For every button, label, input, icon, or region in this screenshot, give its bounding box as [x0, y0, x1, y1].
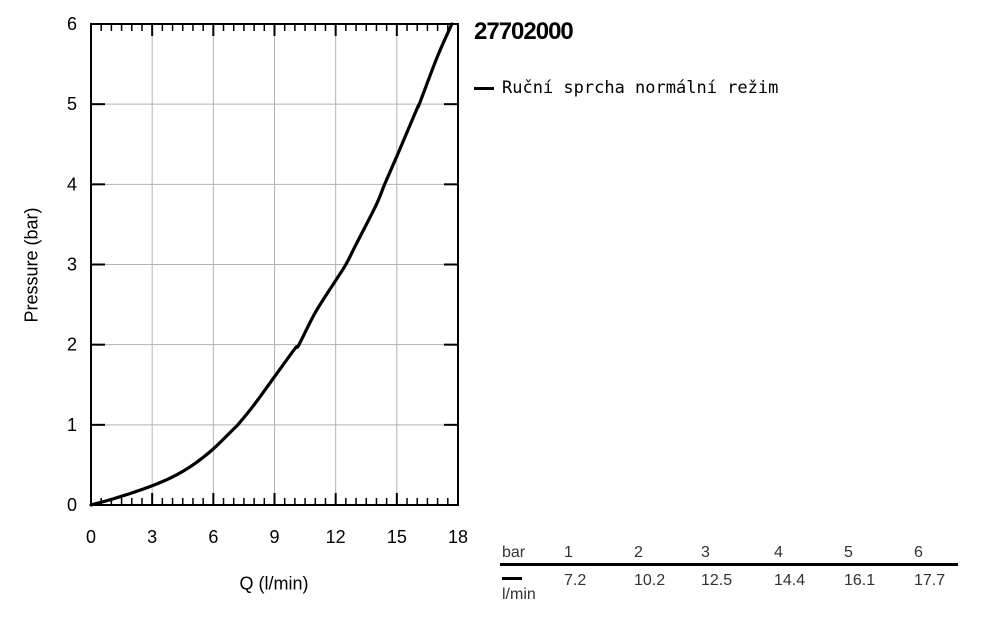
- table-cell: 7.2: [564, 572, 587, 589]
- x-tick-label: 6: [208, 527, 218, 547]
- y-tick-label: 2: [67, 335, 77, 355]
- y-tick-labels: 0 1 2 3 4 5 6: [67, 14, 77, 515]
- table-cell: 14.4: [774, 572, 806, 589]
- table-row-swatch: [502, 577, 522, 580]
- y-tick-label: 1: [67, 415, 77, 435]
- table-cell: 17.7: [914, 572, 946, 589]
- x-tick-label: 9: [269, 527, 279, 547]
- table-column-header: 5: [844, 544, 853, 561]
- table-row-label: l/min: [502, 586, 536, 603]
- chart-title: 27702000: [474, 18, 574, 45]
- x-tick-label: 15: [387, 527, 407, 547]
- y-tick-label: 3: [67, 255, 77, 275]
- y-axis-label: Pressure (bar): [21, 207, 42, 323]
- table-cell: 12.5: [701, 572, 733, 589]
- plot-frame: [90, 23, 459, 506]
- y-tick-label: 6: [67, 14, 77, 34]
- x-tick-label: 0: [86, 527, 96, 547]
- legend-swatch: [474, 86, 494, 90]
- legend-label: Ruční sprcha normální režim: [502, 78, 779, 98]
- flow-table: bar l/min 1 2 3 4 5 6 7.2 10.2 12.5 14.4…: [500, 544, 958, 614]
- table-column-header: 4: [774, 544, 783, 561]
- table-column-header: 6: [914, 544, 923, 561]
- grid: [91, 24, 458, 505]
- table-column-header: 1: [564, 544, 573, 561]
- x-axis-label: Q (l/min): [239, 573, 309, 594]
- table-rule: [500, 563, 958, 566]
- x-tick-label: 18: [448, 527, 468, 547]
- y-tick-label: 5: [67, 94, 77, 114]
- table-cell: 16.1: [844, 572, 876, 589]
- table-column-header: 3: [701, 544, 710, 561]
- x-tick-label: 12: [326, 527, 346, 547]
- x-tick-labels: 0 3 6 9 12 15 18: [86, 527, 468, 547]
- table-column-header: 2: [634, 544, 643, 561]
- y-tick-label: 0: [67, 495, 77, 515]
- legend: Ruční sprcha normální režim: [474, 78, 778, 98]
- y-tick-label: 4: [67, 174, 77, 194]
- table-header-label: bar: [502, 544, 526, 561]
- series-line: [89, 22, 454, 507]
- table-cell: 10.2: [634, 572, 666, 589]
- x-tick-label: 3: [147, 527, 157, 547]
